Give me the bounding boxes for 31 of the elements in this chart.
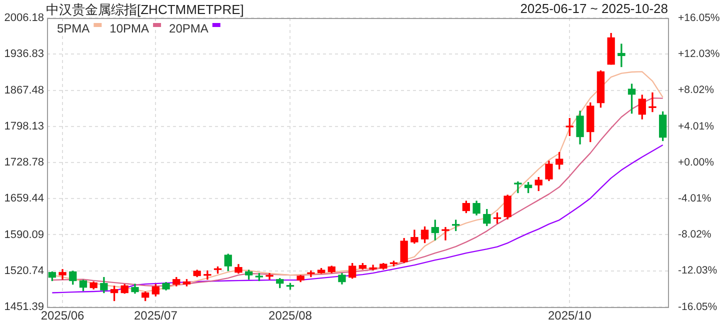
y2-tick-label: +12.03% xyxy=(678,48,720,60)
y2-tick-label: -16.05% xyxy=(678,300,718,313)
y2-tick-label: -4.01% xyxy=(678,192,712,204)
y2-tick-label: +8.02% xyxy=(678,84,714,96)
x-tick-label: 2025/10 xyxy=(548,308,592,320)
legend-label: 5PMA xyxy=(57,21,90,36)
y-tick-label: 1590.09 xyxy=(4,228,44,241)
y2-tick-label: -8.02% xyxy=(678,228,712,241)
chart-subtitle: 2025-06-17 ~ 2025-10-28 xyxy=(520,1,668,16)
candlestick xyxy=(514,181,522,194)
y-tick-label: 1520.74 xyxy=(4,264,44,277)
candlestick xyxy=(442,227,450,240)
legend-label: 20PMA xyxy=(169,21,208,36)
y-tick-label: 1867.48 xyxy=(4,84,44,96)
x-tick-label: 2025/08 xyxy=(268,308,312,320)
y-tick-label: 1728.78 xyxy=(4,156,44,169)
candlestick xyxy=(204,270,212,280)
y2-tick-label: +16.05% xyxy=(678,12,720,24)
y-tick-label: 1936.83 xyxy=(4,48,44,60)
x-tick-label: 2025/06 xyxy=(40,308,85,320)
y2-tick-label: -12.03% xyxy=(678,264,718,277)
legend-label: 10PMA xyxy=(110,21,150,36)
y2-tick-label: +0.00% xyxy=(678,156,714,168)
candlestick xyxy=(618,44,626,68)
y-tick-label: 1659.44 xyxy=(4,192,44,205)
x-tick-label: 2025/07 xyxy=(134,308,178,320)
chart-title: 中汉贵金属综指[ZHCTMMETPRE] xyxy=(46,1,244,19)
y-tick-label: 1798.13 xyxy=(4,120,44,132)
y2-tick-label: +4.01% xyxy=(678,120,714,132)
y-tick-label: 2006.18 xyxy=(4,12,44,24)
candlestick xyxy=(648,92,656,112)
